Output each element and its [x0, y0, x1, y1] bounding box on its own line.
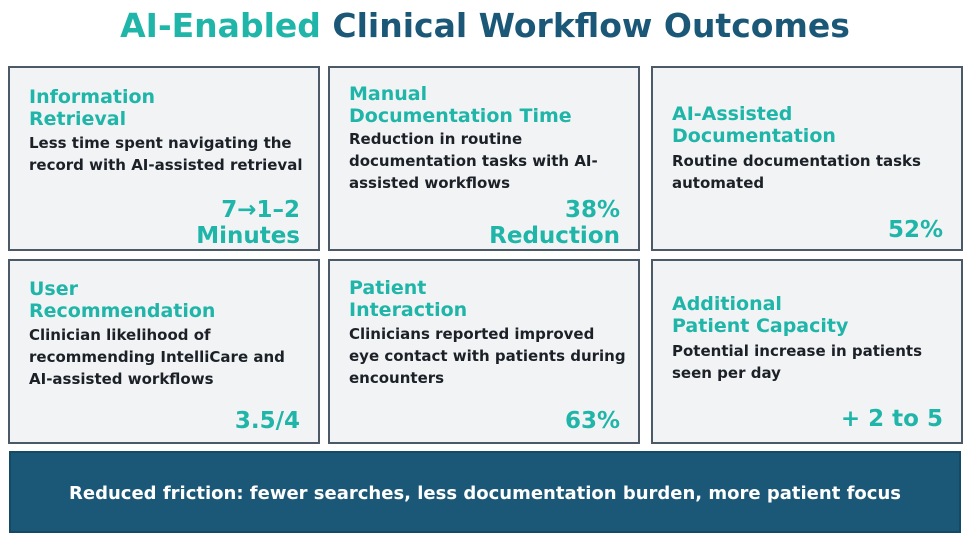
card-user-recommendation: User Recommendation Clinician likelihood… — [8, 259, 320, 444]
card-heading-line: Interaction — [349, 299, 468, 321]
card-heading-line: Retrieval — [29, 108, 127, 130]
page-title-main: Clinical Workflow Outcomes — [332, 6, 850, 45]
card-heading-line: Manual — [349, 83, 428, 105]
card-metric: 63% — [565, 408, 620, 434]
card-heading: User Recommendation — [29, 278, 306, 322]
card-manual-documentation-time: Manual Documentation Time Reduction in r… — [328, 66, 640, 251]
card-description: Potential increase in patients seen per … — [672, 342, 923, 382]
card-metric: 52% — [888, 217, 943, 243]
card-heading-line: Recommendation — [29, 300, 216, 322]
card-description: Routine documentation tasks automated — [672, 152, 921, 192]
card-metric-value: 7→1–2 — [221, 197, 300, 223]
card-metric-value: 63% — [564, 408, 620, 434]
card-metric: + 2 to 5 — [841, 406, 943, 432]
card-ai-assisted-documentation: AI-Assisted Documentation Routine docume… — [651, 66, 963, 251]
card-metric-value: + 2 to 5 — [840, 406, 943, 432]
card-metric: 3.5/4 — [235, 408, 300, 434]
card-additional-patient-capacity: Additional Patient Capacity Potential in… — [651, 259, 963, 444]
card-metric: 38% Reduction — [489, 197, 620, 249]
card-heading: Additional Patient Capacity — [672, 293, 949, 337]
card-heading: Information Retrieval — [29, 86, 306, 130]
card-description: Clinicians reported improved eye contact… — [349, 325, 626, 387]
page-title-accent: AI-Enabled — [120, 6, 321, 45]
card-description: Less time spent navigating the record wi… — [29, 134, 303, 174]
card-metric-value: 38% — [564, 197, 620, 223]
card-patient-interaction: Patient Interaction Clinicians reported … — [328, 259, 640, 444]
card-heading-line: Patient Capacity — [672, 315, 849, 337]
card-information-retrieval: Information Retrieval Less time spent na… — [8, 66, 320, 251]
card-metric-value: 52% — [887, 217, 943, 243]
card-metric-unit: Reduction — [489, 223, 620, 249]
card-heading-line: User — [29, 278, 78, 300]
card-description: Clinician likelihood of recommending Int… — [29, 326, 285, 388]
card-description: Reduction in routine documentation tasks… — [349, 130, 598, 192]
card-heading: Manual Documentation Time — [349, 83, 626, 127]
card-heading: AI-Assisted Documentation — [672, 103, 949, 147]
card-heading-line: AI-Assisted — [672, 103, 793, 125]
summary-banner: Reduced friction: fewer searches, less d… — [9, 451, 961, 533]
card-heading-line: Documentation Time — [349, 105, 572, 127]
card-metric-unit: Minutes — [196, 223, 300, 249]
card-metric-value: 3.5/4 — [234, 408, 300, 434]
card-heading-line: Patient — [349, 277, 427, 299]
card-heading: Patient Interaction — [349, 277, 626, 321]
card-heading-line: Documentation — [672, 125, 836, 147]
page-title: AI-Enabled Clinical Workflow Outcomes — [0, 4, 970, 48]
card-metric: 7→1–2 Minutes — [196, 197, 300, 249]
card-heading-line: Additional — [672, 293, 782, 315]
card-heading-line: Information — [29, 86, 156, 108]
